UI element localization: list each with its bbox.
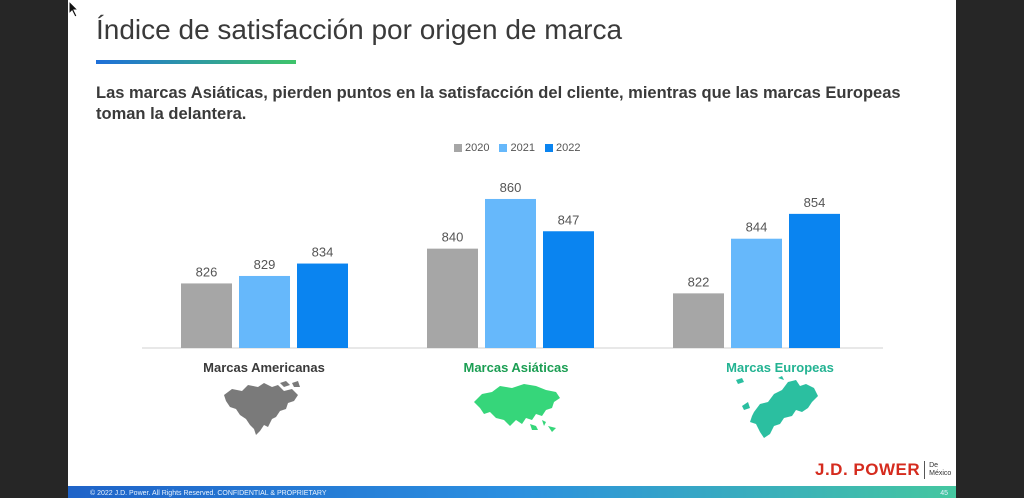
mouse-cursor-icon — [68, 0, 80, 18]
data-label-2022-cat0: 834 — [312, 245, 334, 260]
data-label-2021-cat1: 860 — [500, 180, 522, 195]
right-letterbox — [956, 0, 1024, 498]
legend-label-2020: 2020 — [465, 142, 490, 154]
bar-2020-cat2 — [673, 293, 724, 348]
brand-name: J.D. POWER — [815, 460, 921, 479]
europe-map-icon — [736, 376, 818, 438]
data-label-2022-cat1: 847 — [558, 212, 580, 227]
bar-2022-cat0 — [297, 263, 348, 348]
brand-sub-line2: México — [929, 470, 952, 477]
footer-copyright: © 2022 J.D. Power. All Rights Reserved. … — [90, 490, 327, 497]
presentation-slide: Índice de satisfacción por origen de mar… — [68, 0, 956, 498]
legend-swatch-2020 — [454, 144, 462, 152]
bar-2021-cat2 — [731, 238, 782, 348]
bar-2021-cat1 — [485, 198, 536, 348]
data-label-2021-cat2: 844 — [746, 220, 768, 235]
legend-label-2022: 2022 — [555, 142, 581, 154]
footer-bar: © 2022 J.D. Power. All Rights Reserved. … — [68, 486, 956, 498]
bar-2020-cat1 — [427, 248, 478, 348]
bar-chart: 826 829 834 840 860 847 822 844 854 — [142, 180, 883, 349]
slide-subtitle: Las marcas Asiáticas, pierden puntos en … — [96, 84, 901, 123]
legend-item-2021: 2021 — [499, 142, 535, 154]
category-label-asiaticas: Marcas Asiáticas — [463, 360, 569, 375]
jd-power-logo: J.D. POWER De México — [815, 460, 951, 480]
bar-2021-cat0 — [239, 275, 290, 348]
slide-title: Índice de satisfacción por origen de mar… — [96, 14, 623, 45]
data-label-2021-cat0: 829 — [254, 257, 276, 272]
bar-2020-cat0 — [181, 283, 232, 348]
page-number: 45 — [940, 490, 948, 497]
chart-legend: 2020 2021 2022 — [454, 142, 580, 154]
legend-item-2020: 2020 — [454, 142, 489, 154]
north-america-map-icon — [224, 381, 300, 435]
legend-label-2021: 2021 — [510, 142, 535, 154]
bar-2022-cat2 — [789, 213, 840, 348]
data-label-2020-cat1: 840 — [442, 230, 464, 245]
data-label-2020-cat0: 826 — [196, 264, 218, 279]
brand-sub-line1: De — [929, 462, 939, 469]
brand-separator — [924, 461, 926, 479]
left-letterbox — [0, 0, 68, 498]
data-label-2022-cat2: 854 — [804, 195, 826, 210]
legend-item-2022: 2022 — [544, 142, 581, 154]
category-label-americanas: Marcas Americanas — [203, 360, 325, 375]
title-underline — [96, 60, 296, 64]
legend-swatch-2021 — [499, 144, 508, 152]
legend-swatch-2022 — [544, 144, 553, 152]
category-label-europeas: Marcas Europeas — [726, 360, 834, 375]
data-label-2020-cat2: 822 — [688, 274, 710, 289]
bar-2022-cat1 — [543, 231, 594, 348]
asia-map-icon — [474, 384, 560, 432]
brand-subline: De México — [929, 462, 951, 478]
